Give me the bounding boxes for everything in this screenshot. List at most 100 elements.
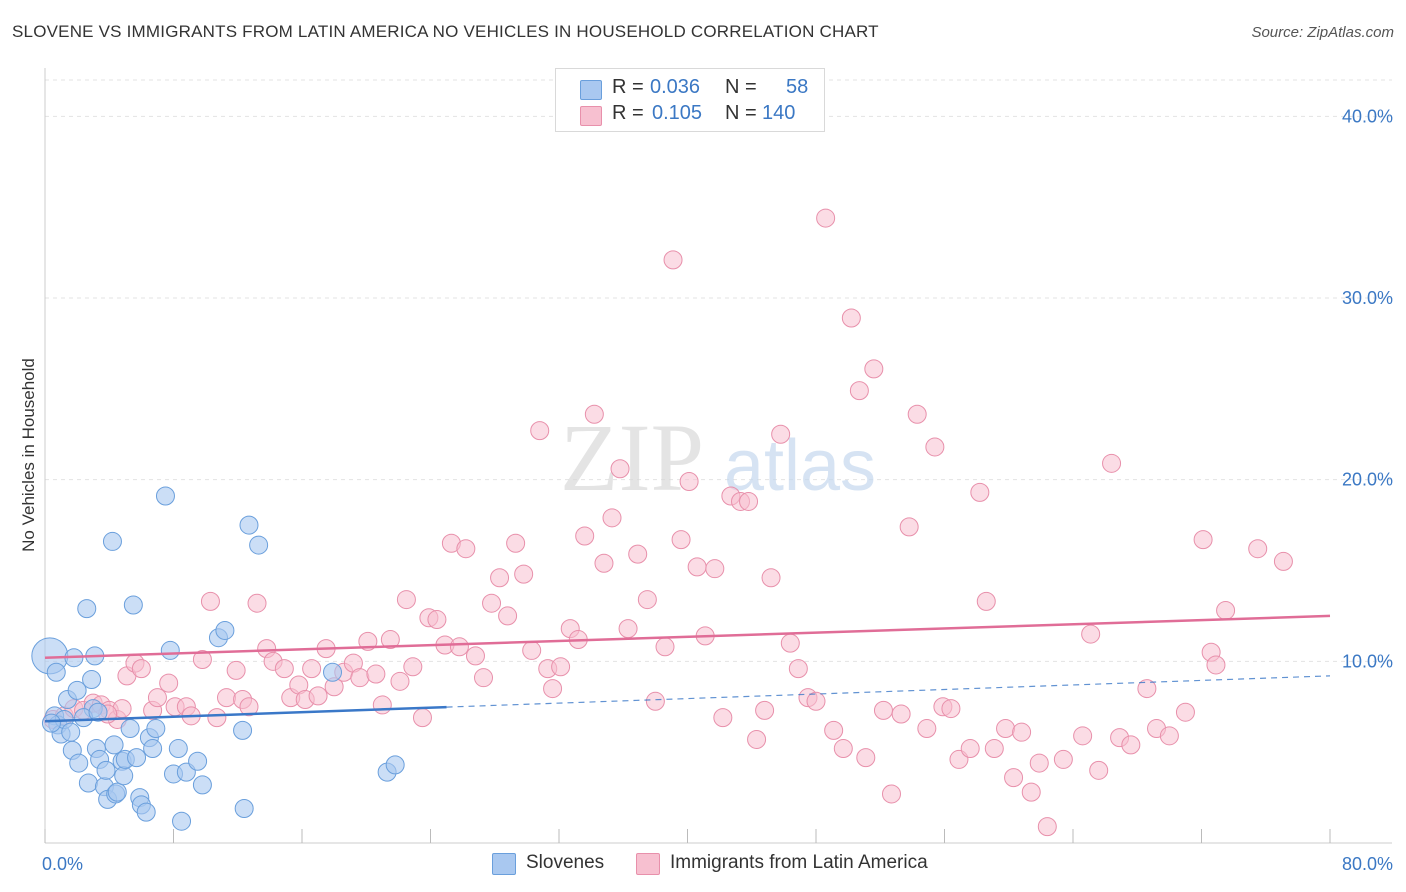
- data-point-latin-america: [976, 591, 996, 611]
- data-point-latin-america: [449, 637, 469, 657]
- y-tick-label: 10.0%: [1342, 651, 1393, 671]
- data-point-latin-america: [687, 557, 707, 577]
- data-point-slovenes: [104, 735, 124, 755]
- data-point-latin-america: [891, 704, 911, 724]
- x-tick-label: 80.0%: [1342, 854, 1393, 874]
- data-point-latin-america: [739, 491, 759, 511]
- data-point-latin-america: [925, 437, 945, 457]
- data-point-latin-america: [217, 688, 237, 708]
- data-point-slovenes: [233, 720, 253, 740]
- data-point-slovenes: [385, 755, 405, 775]
- data-point-latin-america: [899, 517, 919, 537]
- data-point-latin-america: [584, 404, 604, 424]
- bottom-legend-label-slovenes: Slovenes: [526, 852, 605, 873]
- data-point-latin-america: [490, 568, 510, 588]
- data-point-latin-america: [474, 668, 494, 688]
- data-point-slovenes: [114, 766, 134, 786]
- data-point-latin-america: [239, 697, 259, 717]
- data-point-latin-america: [917, 719, 937, 739]
- y-tick-label: 40.0%: [1342, 106, 1393, 126]
- data-point-latin-america: [403, 657, 423, 677]
- data-point-latin-america: [907, 404, 927, 424]
- data-point-latin-america: [1037, 817, 1057, 837]
- data-point-latin-america: [1206, 655, 1226, 675]
- data-point-latin-america: [1248, 539, 1268, 559]
- data-point-slovenes: [61, 722, 81, 742]
- data-point-latin-america: [465, 646, 485, 666]
- data-point-latin-america: [1175, 702, 1195, 722]
- data-point-latin-america: [780, 633, 800, 653]
- data-point-latin-america: [412, 708, 432, 728]
- data-point-latin-america: [873, 700, 893, 720]
- data-point-slovenes: [123, 595, 143, 615]
- data-point-latin-america: [806, 691, 826, 711]
- watermark: ZIP atlas: [560, 404, 876, 511]
- data-point-slovenes: [41, 713, 61, 733]
- data-point-latin-america: [1053, 749, 1073, 769]
- data-point-slovenes: [188, 751, 208, 771]
- data-point-slovenes: [88, 702, 108, 722]
- y-tick-label: 30.0%: [1342, 288, 1393, 308]
- data-point-slovenes: [215, 620, 235, 640]
- data-point-latin-america: [247, 593, 267, 613]
- data-point-latin-america: [996, 719, 1016, 739]
- data-point-slovenes: [155, 486, 175, 506]
- correlation-legend: R = 0.036 N = 58 R = 0.105 N = 140: [555, 68, 825, 132]
- data-point-latin-america: [788, 659, 808, 679]
- data-point-latin-america: [610, 459, 630, 479]
- axes: [44, 68, 1392, 844]
- legend-swatch-latin-america: [580, 106, 602, 126]
- data-point-latin-america: [1081, 624, 1101, 644]
- data-point-latin-america: [761, 568, 781, 588]
- data-point-latin-america: [824, 720, 844, 740]
- data-point-latin-america: [1137, 679, 1157, 699]
- data-point-latin-america: [302, 659, 322, 679]
- data-point-latin-america: [522, 640, 542, 660]
- data-point-latin-america: [856, 748, 876, 768]
- data-point-latin-america: [498, 606, 518, 626]
- y-tick-label: 20.0%: [1342, 470, 1393, 490]
- data-point-slovenes: [107, 782, 127, 802]
- data-point-slovenes: [127, 748, 147, 768]
- data-point-slovenes: [67, 680, 87, 700]
- data-point-slovenes: [78, 773, 98, 793]
- data-point-latin-america: [1073, 726, 1093, 746]
- data-point-latin-america: [637, 590, 657, 610]
- legend-swatch-slovenes: [580, 80, 602, 100]
- data-point-latin-america: [705, 559, 725, 579]
- legend-r-label: R =: [612, 102, 644, 124]
- data-point-slovenes: [69, 753, 89, 773]
- data-point-latin-america: [984, 739, 1004, 759]
- data-point-latin-america: [841, 308, 861, 328]
- data-point-latin-america: [1089, 760, 1109, 780]
- series-latin-america-points: [43, 208, 1293, 837]
- data-point-slovenes: [102, 531, 122, 551]
- data-point-latin-america: [655, 637, 675, 657]
- data-point-latin-america: [1004, 768, 1024, 788]
- tick-labels: 10.0% 20.0% 30.0% 40.0% 0.0% 80.0%: [42, 106, 1393, 874]
- trend-line-slovenes: [44, 705, 447, 723]
- data-point-latin-america: [308, 686, 328, 706]
- legend-n-label: N =: [725, 102, 757, 124]
- data-point-latin-america: [833, 739, 853, 759]
- watermark-zip: ZIP: [560, 404, 704, 511]
- data-point-slovenes: [146, 719, 166, 739]
- trend-line-slovenes-extension: [446, 675, 1331, 708]
- data-point-latin-america: [1029, 753, 1049, 773]
- data-point-latin-america: [427, 610, 447, 630]
- legend-r-label: R =: [612, 76, 644, 98]
- data-point-latin-america: [1193, 530, 1213, 550]
- data-point-slovenes: [96, 760, 116, 780]
- data-point-latin-america: [482, 593, 502, 613]
- data-point-latin-america: [226, 660, 246, 680]
- data-point-slovenes: [136, 802, 156, 822]
- data-point-latin-america: [274, 659, 294, 679]
- data-point-slovenes: [168, 739, 188, 759]
- data-point-latin-america: [941, 699, 961, 719]
- data-point-slovenes: [46, 662, 66, 682]
- data-point-latin-america: [671, 530, 691, 550]
- data-point-latin-america: [1102, 453, 1122, 473]
- data-point-latin-america: [131, 659, 151, 679]
- data-point-latin-america: [543, 679, 563, 699]
